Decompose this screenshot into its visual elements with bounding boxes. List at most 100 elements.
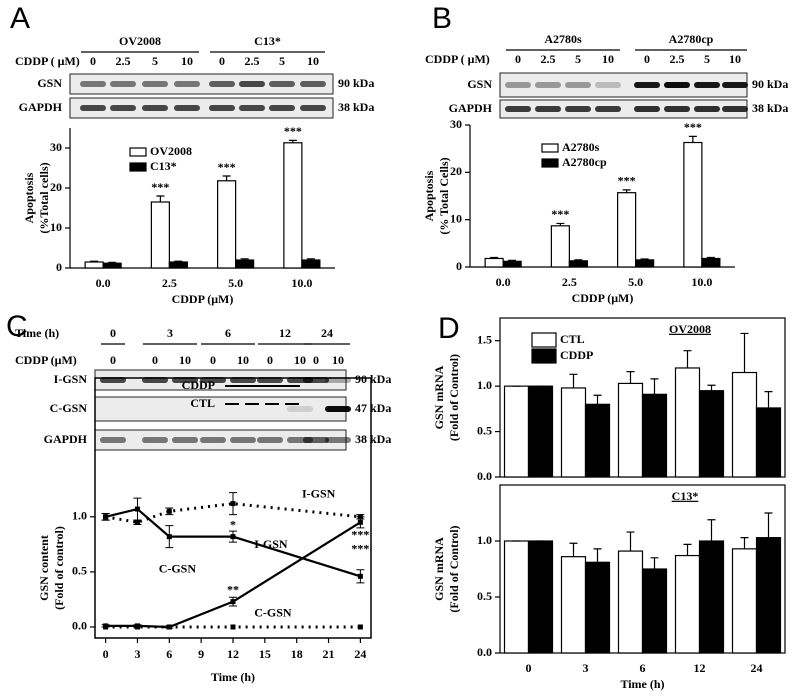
- bar: [560, 387, 587, 478]
- blot-group-name: 24: [321, 326, 333, 340]
- blot-band: [325, 437, 351, 443]
- bar: [731, 371, 758, 478]
- blot-band: [505, 106, 531, 112]
- significance-label: ***: [551, 207, 569, 221]
- lane-label: 5: [279, 54, 285, 68]
- error-bar: [288, 139, 297, 143]
- y-axis-label: GSN content: [37, 535, 51, 601]
- blot-band: [239, 105, 265, 111]
- blot-group-name: 6: [225, 326, 231, 340]
- y-tick-label: 10: [50, 220, 62, 234]
- x-tick-label: 18: [291, 647, 303, 661]
- y-axis-label: GSN mRNA: [432, 537, 446, 601]
- legend-swatch: [531, 332, 557, 348]
- y-tick-label: 0.0: [72, 619, 87, 633]
- lane-label: 0: [267, 353, 273, 367]
- blot-band: [565, 82, 591, 88]
- x-tick-label: 9: [198, 647, 204, 661]
- series-label: C-GSN: [159, 561, 197, 575]
- error-bar: [764, 512, 773, 538]
- blot-size-label: 38 kDa: [752, 101, 788, 115]
- lane-label: 10: [332, 353, 344, 367]
- blot-band: [257, 437, 283, 443]
- blot-band: [634, 106, 660, 112]
- y-axis-label: (Fold of Control): [447, 354, 461, 441]
- blot-band: [200, 437, 226, 443]
- error-bar: [165, 525, 174, 549]
- blot-header-label: CDDP ( μM): [425, 52, 490, 66]
- legend-label: A2780cp: [562, 155, 607, 169]
- y-tick-label: 1.0: [477, 533, 492, 547]
- bar: [102, 262, 122, 269]
- y-axis-label: Apoptosis: [422, 170, 436, 221]
- series-label: I-GSN: [302, 487, 336, 501]
- y-tick-label: 20: [450, 164, 462, 178]
- blot-band: [172, 437, 198, 443]
- blot-group-name: C13*: [254, 34, 281, 48]
- data-point: [166, 624, 172, 630]
- bar: [701, 257, 721, 268]
- lane-label: 10: [729, 52, 741, 66]
- error-bar: [626, 371, 635, 384]
- y-axis-label: (Fold of Control): [447, 525, 461, 612]
- error-bar: [622, 189, 631, 193]
- bar: [617, 550, 644, 654]
- error-bar: [508, 259, 517, 262]
- x-axis-label: Time (h): [211, 670, 255, 684]
- error-bar: [640, 258, 649, 260]
- x-tick-label: 5.0: [228, 276, 243, 290]
- lane-label: 2.5: [245, 54, 260, 68]
- legend-swatch: [541, 143, 559, 153]
- y-tick-label: 0.5: [477, 423, 492, 437]
- legend-label: OV2008: [150, 144, 192, 158]
- error-bar: [165, 507, 174, 516]
- blot-size-label: 38 kDa: [355, 432, 391, 446]
- data-point: [357, 624, 363, 630]
- y-tick-label: 0.5: [477, 589, 492, 603]
- blot-band: [300, 105, 326, 111]
- blot-band: [269, 81, 295, 87]
- x-tick-label: 24: [354, 647, 366, 661]
- error-bar: [764, 390, 773, 408]
- lane-label: 5: [152, 54, 158, 68]
- bar: [635, 259, 655, 268]
- x-tick-label: 10.0: [291, 276, 312, 290]
- blot-band: [80, 105, 106, 111]
- legend-label: CDDP: [560, 348, 593, 362]
- lane-label: 5: [704, 52, 710, 66]
- blot-band: [595, 106, 621, 112]
- bar: [503, 385, 530, 478]
- blot-band: [303, 437, 329, 443]
- significance-label: ***: [351, 527, 369, 541]
- blot-band: [535, 106, 561, 112]
- bar: [617, 382, 644, 478]
- y-axis-label: (Fold of control): [52, 526, 66, 610]
- blot-band: [80, 81, 106, 87]
- bar: [84, 261, 104, 269]
- error-bar: [356, 569, 365, 584]
- blot-band: [694, 106, 720, 112]
- x-axis-label: Time (h): [620, 677, 664, 691]
- panel-label: A: [10, 2, 30, 35]
- blot-band: [664, 82, 690, 88]
- lane-label: 2.5: [670, 52, 685, 66]
- blot-group-name: 12: [279, 326, 291, 340]
- bar: [235, 259, 255, 269]
- x-tick-label: 12: [694, 661, 706, 675]
- x-tick-label: 5.0: [628, 275, 643, 289]
- error-bar: [683, 350, 692, 368]
- blot-band: [174, 105, 200, 111]
- y-tick-label: 1.0: [72, 509, 87, 523]
- x-axis-label: CDDP (μM): [572, 291, 634, 305]
- y-tick-label: 10: [450, 211, 462, 225]
- blot-band: [287, 406, 313, 412]
- data-point: [230, 624, 236, 630]
- data-point: [134, 624, 140, 630]
- significance-label: ***: [284, 124, 302, 138]
- x-tick-label: 0: [103, 647, 109, 661]
- lane-label: 0: [90, 54, 96, 68]
- lane-label: 0: [313, 353, 319, 367]
- bar: [755, 537, 782, 654]
- bar: [503, 540, 530, 654]
- error-bar: [569, 542, 578, 557]
